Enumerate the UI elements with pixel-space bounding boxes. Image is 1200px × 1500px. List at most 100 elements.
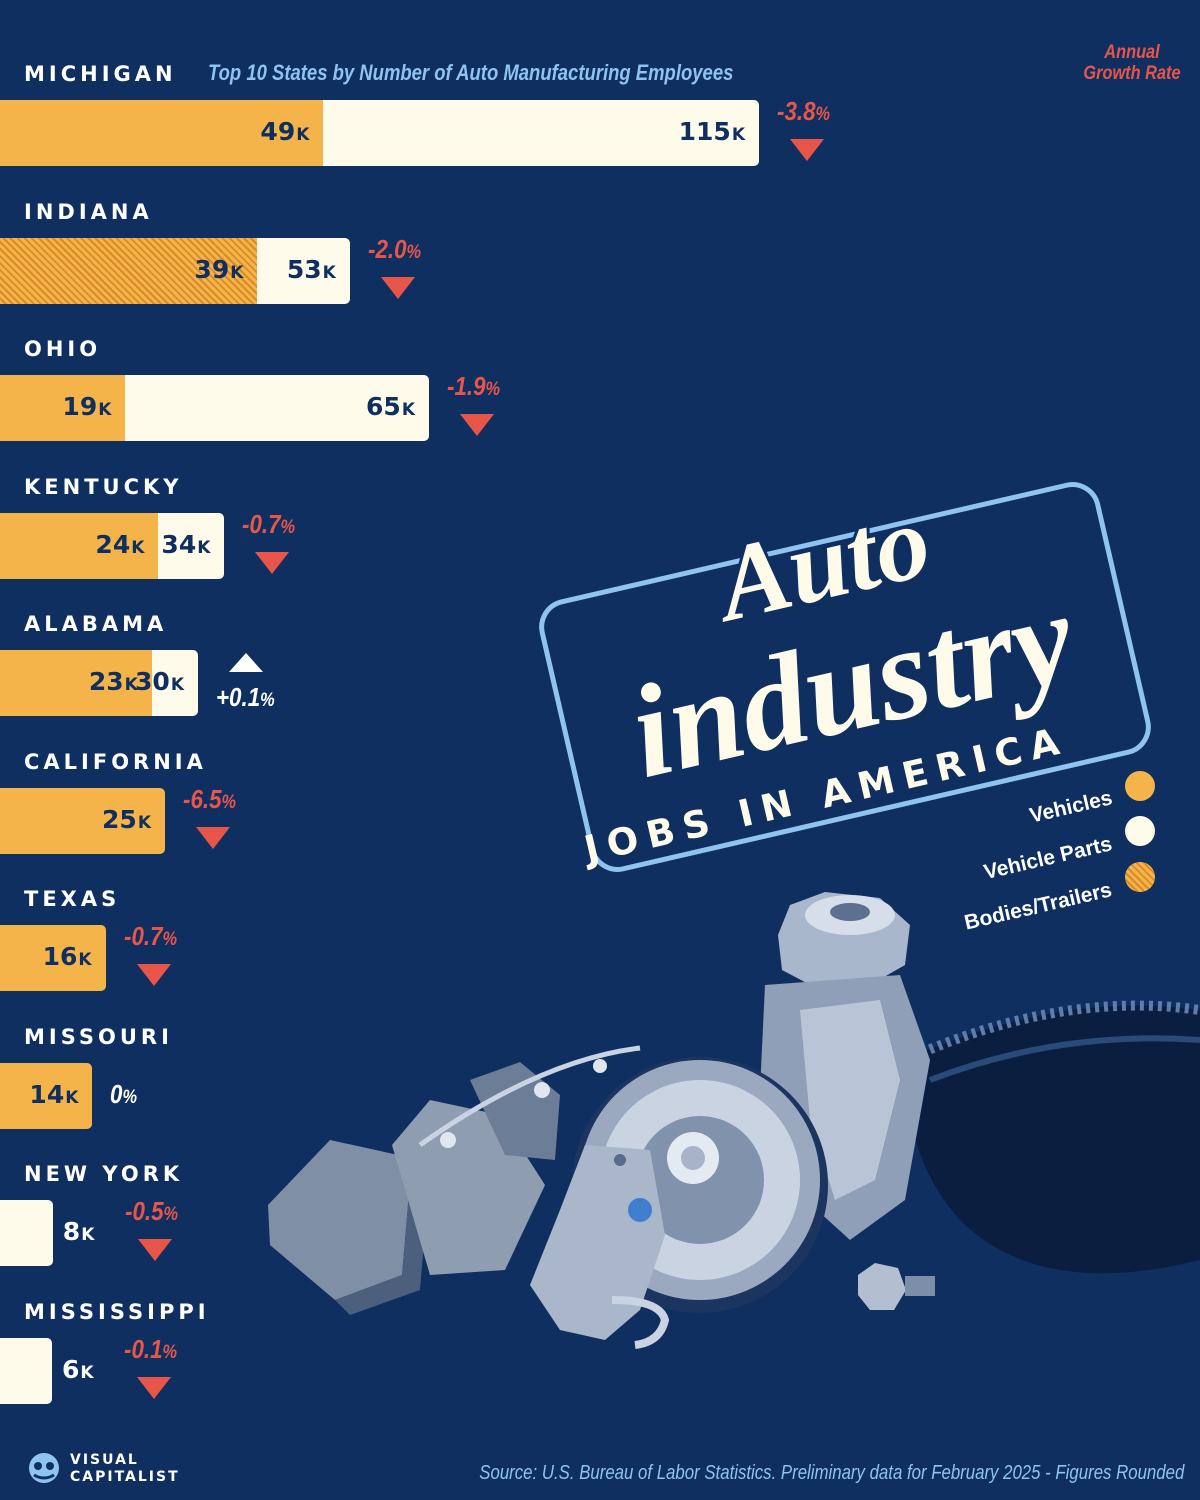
state-label-missouri: MISSOURI — [24, 1024, 173, 1049]
growth-header-line2: Growth Rate — [1083, 63, 1181, 84]
label-ohio-parts-number: 65 — [366, 392, 401, 421]
brand-line-1: VISUAL — [70, 1452, 139, 1468]
label-kentucky-parts-number: 34 — [161, 529, 197, 559]
growth-rate-michigan-percent: % — [815, 104, 831, 125]
label-michigan-parts-number: 115 — [678, 117, 731, 146]
state-label-alabama: ALABAMA — [24, 612, 168, 636]
state-label-california: CALIFORNIA — [24, 749, 207, 774]
growth-rate-alabama-value: +0.1 — [216, 682, 261, 712]
label-mississippi-parts-unit: K — [80, 1362, 94, 1383]
state-label-indiana: INDIANA — [24, 199, 153, 224]
label-missouri-vehicles-number: 14 — [29, 1079, 65, 1109]
down-arrow-icon — [790, 139, 824, 161]
label-texas-vehicles-unit: K — [78, 950, 92, 970]
source-note: Source: U.S. Bureau of Labor Statistics.… — [478, 1462, 1184, 1484]
down-arrow-icon — [136, 964, 171, 986]
growth-rate-ohio-value: -1.9 — [447, 371, 486, 401]
bar-michigan-vehicles — [0, 100, 324, 166]
growth-rate-mississippi: -0.1% — [124, 1334, 177, 1365]
growth-rate-missouri-value: 0 — [110, 1078, 123, 1109]
label-new-york-parts: 8K — [63, 1217, 95, 1246]
growth-rate-new-york-value: -0.5 — [124, 1196, 164, 1226]
growth-rate-michigan-value: -3.8 — [777, 96, 816, 126]
label-kentucky-parts: 34K — [161, 530, 210, 559]
label-kentucky-vehicles-unit: K — [131, 537, 145, 558]
legend-swatch-vehicle-parts — [1125, 816, 1155, 846]
down-arrow-icon — [196, 826, 230, 849]
label-kentucky-vehicles-number: 24 — [95, 529, 131, 559]
label-alabama-vehicles-number: 23 — [88, 667, 124, 696]
label-michigan-vehicles: 49K — [260, 117, 309, 146]
label-indiana-bodies-unit: K — [230, 262, 244, 283]
label-michigan-vehicles-unit: K — [296, 125, 310, 145]
label-kentucky-vehicles: 24K — [95, 530, 144, 559]
label-texas-vehicles-number: 16 — [42, 942, 78, 971]
down-arrow-icon — [255, 551, 290, 574]
growth-rate-kentucky: -0.7% — [242, 509, 295, 540]
label-new-york-parts-number: 8 — [62, 1217, 81, 1246]
label-indiana-parts-number: 53 — [286, 254, 322, 284]
state-label-new-york: NEW YORK — [24, 1162, 184, 1186]
bar-mississippi-parts — [0, 1337, 52, 1404]
state-label-texas: TEXAS — [24, 887, 121, 911]
up-arrow-icon — [229, 653, 263, 672]
bar-texas-vehicles — [0, 925, 106, 991]
growth-rate-texas-value: -0.7 — [123, 921, 163, 951]
state-label-ohio: OHIO — [24, 337, 102, 361]
growth-rate-alabama-percent: % — [260, 690, 275, 711]
growth-rate-texas: -0.7% — [124, 921, 177, 952]
growth-rate-kentucky-value: -0.7 — [242, 508, 281, 539]
label-indiana-bodies: 39K — [194, 255, 243, 284]
state-label-mississippi: MISSISSIPPI — [24, 1299, 210, 1324]
bar-indiana-bodies — [0, 237, 258, 304]
label-ohio-parts-unit: K — [401, 400, 415, 420]
label-missouri-vehicles-unit: K — [65, 1087, 79, 1108]
growth-rate-indiana-value: -2.0 — [367, 233, 407, 264]
legend-swatch-vehicles — [1125, 771, 1155, 801]
label-ohio-vehicles-unit: K — [98, 400, 112, 420]
label-ohio-vehicles: 19K — [62, 392, 111, 421]
growth-rate-alabama: +0.1% — [216, 682, 275, 713]
growth-rate-california-percent: % — [221, 791, 237, 813]
label-alabama-parts-number: 30 — [135, 667, 170, 696]
label-michigan-parts-unit: K — [731, 125, 745, 145]
label-texas-vehicles: 16K — [43, 942, 92, 971]
visual-capitalist-logo — [29, 1453, 59, 1483]
growth-rate-kentucky-percent: % — [280, 516, 296, 538]
down-arrow-icon — [380, 276, 415, 299]
growth-rate-michigan: -3.8% — [777, 96, 830, 127]
label-alabama-parts: 30K — [135, 667, 184, 696]
chart-subtitle: Top 10 States by Number of Auto Manufact… — [208, 60, 734, 85]
bar-indiana-parts — [257, 237, 350, 304]
label-ohio-vehicles-number: 19 — [62, 392, 98, 421]
bar-new-york-parts — [0, 1200, 53, 1266]
growth-header-line1: Annual — [1104, 42, 1160, 63]
label-kentucky-parts-unit: K — [197, 537, 211, 558]
label-indiana-bodies-number: 39 — [194, 254, 230, 284]
label-california-vehicles: 25K — [102, 805, 151, 834]
growth-rate-ohio: -1.9% — [447, 371, 500, 402]
bar-california-vehicles — [0, 787, 165, 854]
legend-swatch-bodies-trailers — [1125, 862, 1155, 892]
label-alabama-vehicles-unit: K — [124, 675, 138, 695]
growth-rate-california-value: -6.5 — [183, 783, 222, 814]
label-california-vehicles-number: 25 — [102, 804, 137, 834]
label-new-york-parts-unit: K — [81, 1225, 95, 1245]
label-indiana-parts: 53K — [287, 255, 336, 284]
growth-rate-indiana-percent: % — [406, 241, 421, 263]
label-michigan-vehicles-number: 49 — [260, 117, 296, 146]
tensioner-pulley-illustration — [530, 1057, 828, 1349]
growth-rate-header: Annual Growth Rate — [1077, 42, 1187, 84]
bar-ohio-vehicles — [0, 375, 126, 441]
growth-rate-missouri-percent: % — [122, 1086, 138, 1108]
growth-rate-ohio-percent: % — [485, 379, 501, 400]
label-alabama-parts-unit: K — [170, 675, 184, 695]
bar-missouri-vehicles — [0, 1062, 93, 1129]
growth-rate-indiana: -2.0% — [368, 234, 421, 265]
label-mississippi-parts-number: 6 — [62, 1354, 80, 1384]
growth-rate-mississippi-percent: % — [162, 1341, 178, 1363]
brand-line-2: CAPITALIST — [70, 1469, 180, 1485]
brand-name: VISUAL CAPITALIST — [70, 1452, 180, 1486]
